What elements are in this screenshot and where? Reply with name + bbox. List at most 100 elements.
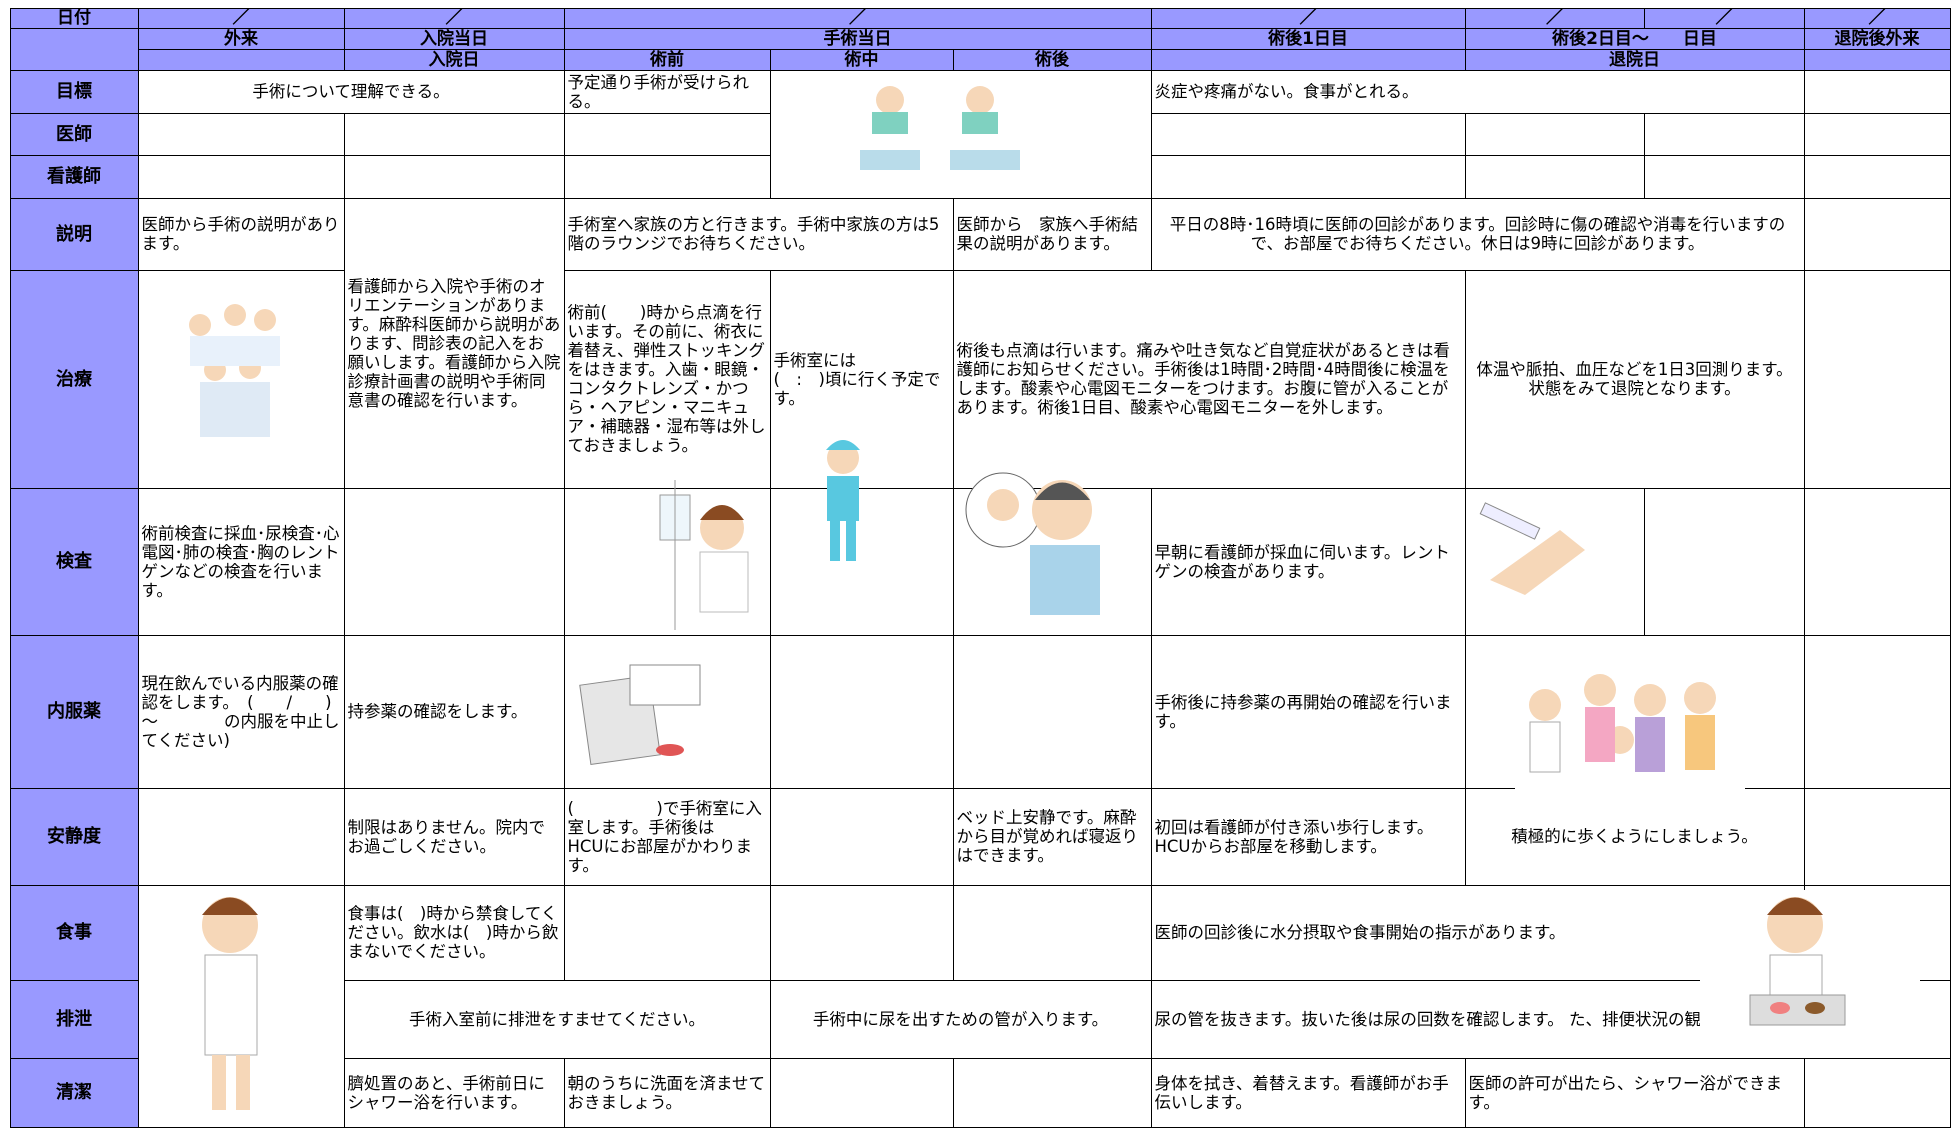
cell: 早朝に看護師が採血に伺います。レントゲンの検査があります。 xyxy=(1150,487,1466,636)
cell-text: ／ xyxy=(1868,8,1886,28)
row-label: 清潔 xyxy=(9,1057,139,1128)
cell-text: 排泄 xyxy=(56,1008,92,1030)
cell xyxy=(343,154,565,199)
cell xyxy=(1803,487,1951,636)
cell-text: 安静度 xyxy=(47,826,101,847)
date-slash: ／ xyxy=(563,7,1152,29)
cell: ベッド上安静です。麻酔から目が覚めれば寝返りはできます。 xyxy=(952,787,1152,886)
header-blank xyxy=(1150,48,1466,71)
row-label: 医師 xyxy=(9,112,139,156)
row-label: 治療 xyxy=(9,269,139,489)
cell xyxy=(1464,487,1645,636)
cell-text: 医師の回診後に水分摂取や食事開始の指示があります。 xyxy=(1154,923,1566,942)
cell-text: 食事は( )時から禁食してください。飲水は( )時から飲まないでください。 xyxy=(347,904,559,961)
cell-text: ( )で手術室に入室します。手術後は HCUにお部屋がかわります。 xyxy=(567,798,762,875)
cell xyxy=(1803,884,1951,981)
cell-text: ／ xyxy=(1715,8,1733,28)
cell-text: ／ xyxy=(232,8,250,28)
cell: 予定通り手術が受けられる。 xyxy=(563,69,771,114)
cell xyxy=(137,884,345,1128)
cell-text: 手術室には ( : )頃に行く予定です。 xyxy=(773,350,941,408)
cell: 手術後に持参薬の再開始の確認を行います。 xyxy=(1150,634,1466,789)
cell: 手術室へ家族の方と行きます。手術中家族の方は5階のラウンジでお待ちください。 xyxy=(563,197,954,271)
cell xyxy=(563,884,771,981)
cell xyxy=(1803,154,1951,199)
cell: 看護師から入院や手術のオリエンテーションがあります。麻酔科医師から説明があります… xyxy=(343,197,565,489)
cell xyxy=(1803,197,1951,271)
cell: 医師の回診後に水分摂取や食事開始の指示があります。 xyxy=(1150,884,1805,981)
cell-text: 説明 xyxy=(56,223,92,245)
sub-header: 入院日 xyxy=(343,48,565,71)
cell: 医師から 家族へ手術結果の説明があります。 xyxy=(952,197,1152,271)
cell-text: 初回は看護師が付き添い歩行します。HCUからお部屋を移動します。 xyxy=(1154,817,1434,856)
cell: 術前( )時から点滴を行います。その前に、術衣に着替え、弾性ストッキングをはきま… xyxy=(563,269,771,489)
cell xyxy=(343,112,565,156)
header-blank xyxy=(137,48,345,71)
cell-text: 術後2日目～ 日目 xyxy=(1552,28,1717,49)
date-slash: ／ xyxy=(343,7,565,29)
cell-text: 検査 xyxy=(56,551,92,572)
cell xyxy=(952,1057,1152,1128)
phase-header: 術後1日目 xyxy=(1150,27,1466,50)
cell: 身体を拭き、着替えます。看護師がお手伝いします。 xyxy=(1150,1057,1466,1128)
cell xyxy=(137,787,345,886)
cell: 術後も点滴は行います。痛みや吐き気など自覚症状があるときは看護師にお知らせくださ… xyxy=(952,269,1466,489)
cell: 手術室には ( : )頃に行く予定です。 xyxy=(769,269,954,489)
header-blank xyxy=(9,27,139,71)
cell-text: 治療 xyxy=(56,368,92,390)
cell: ( )で手術室に入室します。手術後は HCUにお部屋がかわります。 xyxy=(563,787,771,886)
cell-text: 術後 xyxy=(1035,49,1069,70)
cell: 尿の管を抜きます。抜いた後は尿の回数を確認します。 た、排便状況の観察も行います… xyxy=(1150,979,1951,1059)
cell: 術前検査に採血･尿検査･心電図･肺の検査･胸のレントゲンなどの検査を行います。 xyxy=(137,487,345,636)
cell-text: 医師から手術の説明があります。 xyxy=(141,215,340,253)
cell-text: 持参薬の確認をします。 xyxy=(347,702,528,721)
cell: 積極的に歩くようにしましょう。 xyxy=(1464,787,1805,886)
cell: 手術中に尿を出すための管が入ります。 xyxy=(769,979,1152,1059)
cell xyxy=(769,884,954,981)
phase-header: 術後2日目～ 日目 xyxy=(1464,27,1805,50)
cell-text: 手術について理解できる。 xyxy=(252,82,450,101)
cell xyxy=(563,634,771,789)
cell-text: 術前( )時から点滴を行います。その前に、術衣に着替え、弾性ストッキングをはきま… xyxy=(567,303,766,455)
cell: 平日の8時･16時頃に医師の回診があります。回診時に傷の確認や消毒を行いますので… xyxy=(1150,197,1805,271)
cell-text: 看護師から入院や手術のオリエンテーションがあります。麻酔科医師から説明があります… xyxy=(347,276,561,410)
cell: 初回は看護師が付き添い歩行します。HCUからお部屋を移動します。 xyxy=(1150,787,1466,886)
cell xyxy=(1464,112,1645,156)
cell: 医師から手術の説明があります。 xyxy=(137,197,345,271)
cell-text: 手術入室前に排泄をすませてください。 xyxy=(408,1009,705,1029)
row-label: 検査 xyxy=(9,487,139,636)
cell xyxy=(343,487,565,636)
cell-text: 食事 xyxy=(56,922,92,943)
cell xyxy=(769,487,954,636)
cell-text: 手術中に尿を出すための管が入ります。 xyxy=(812,1009,1109,1029)
cell: 持参薬の確認をします。 xyxy=(343,634,565,789)
cell-text: 術後1日目 xyxy=(1268,28,1348,49)
cell xyxy=(769,1057,954,1128)
row-label: 安静度 xyxy=(9,787,139,886)
cell: 制限はありません。院内でお過ごしください。 xyxy=(343,787,565,886)
date-slash: ／ xyxy=(1643,7,1805,29)
date-slash: ／ xyxy=(1150,7,1466,29)
cell-text: 内服薬 xyxy=(47,701,101,722)
header-label: 日付 xyxy=(9,7,139,29)
row-label: 目標 xyxy=(9,69,139,114)
cell-text: 手術後に持参薬の再開始の確認を行います。 xyxy=(1154,692,1452,731)
cell-text: 術前検査に採血･尿検査･心電図･肺の検査･胸のレントゲンなどの検査を行います。 xyxy=(141,523,340,600)
cell xyxy=(1803,112,1951,156)
row-label: 内服薬 xyxy=(9,634,139,789)
phase-header: 手術当日 xyxy=(563,27,1152,50)
sub-header: 術中 xyxy=(769,48,954,71)
cell-text: 術中 xyxy=(844,49,879,70)
row-label: 説明 xyxy=(9,197,139,271)
cell-text: 朝のうちに洗面を済ませておきましょう。 xyxy=(567,1073,766,1112)
cell-text: ベッド上安静です。麻酔から目が覚めれば寝返りはできます。 xyxy=(956,808,1139,865)
cell-text: ／ xyxy=(445,8,463,28)
cell-text: 臍処置のあと、手術前日にシャワー浴を行います。 xyxy=(347,1073,545,1112)
cell xyxy=(563,154,771,199)
sub-header: 術前 xyxy=(563,48,771,71)
cell xyxy=(137,269,345,489)
cell-text: 術後も点滴は行います。痛みや吐き気など自覚症状があるときは看護師にお知らせくださ… xyxy=(956,341,1450,417)
cell-text: 積極的に歩くようにしましょう。 xyxy=(1511,827,1758,846)
cell xyxy=(952,884,1152,981)
